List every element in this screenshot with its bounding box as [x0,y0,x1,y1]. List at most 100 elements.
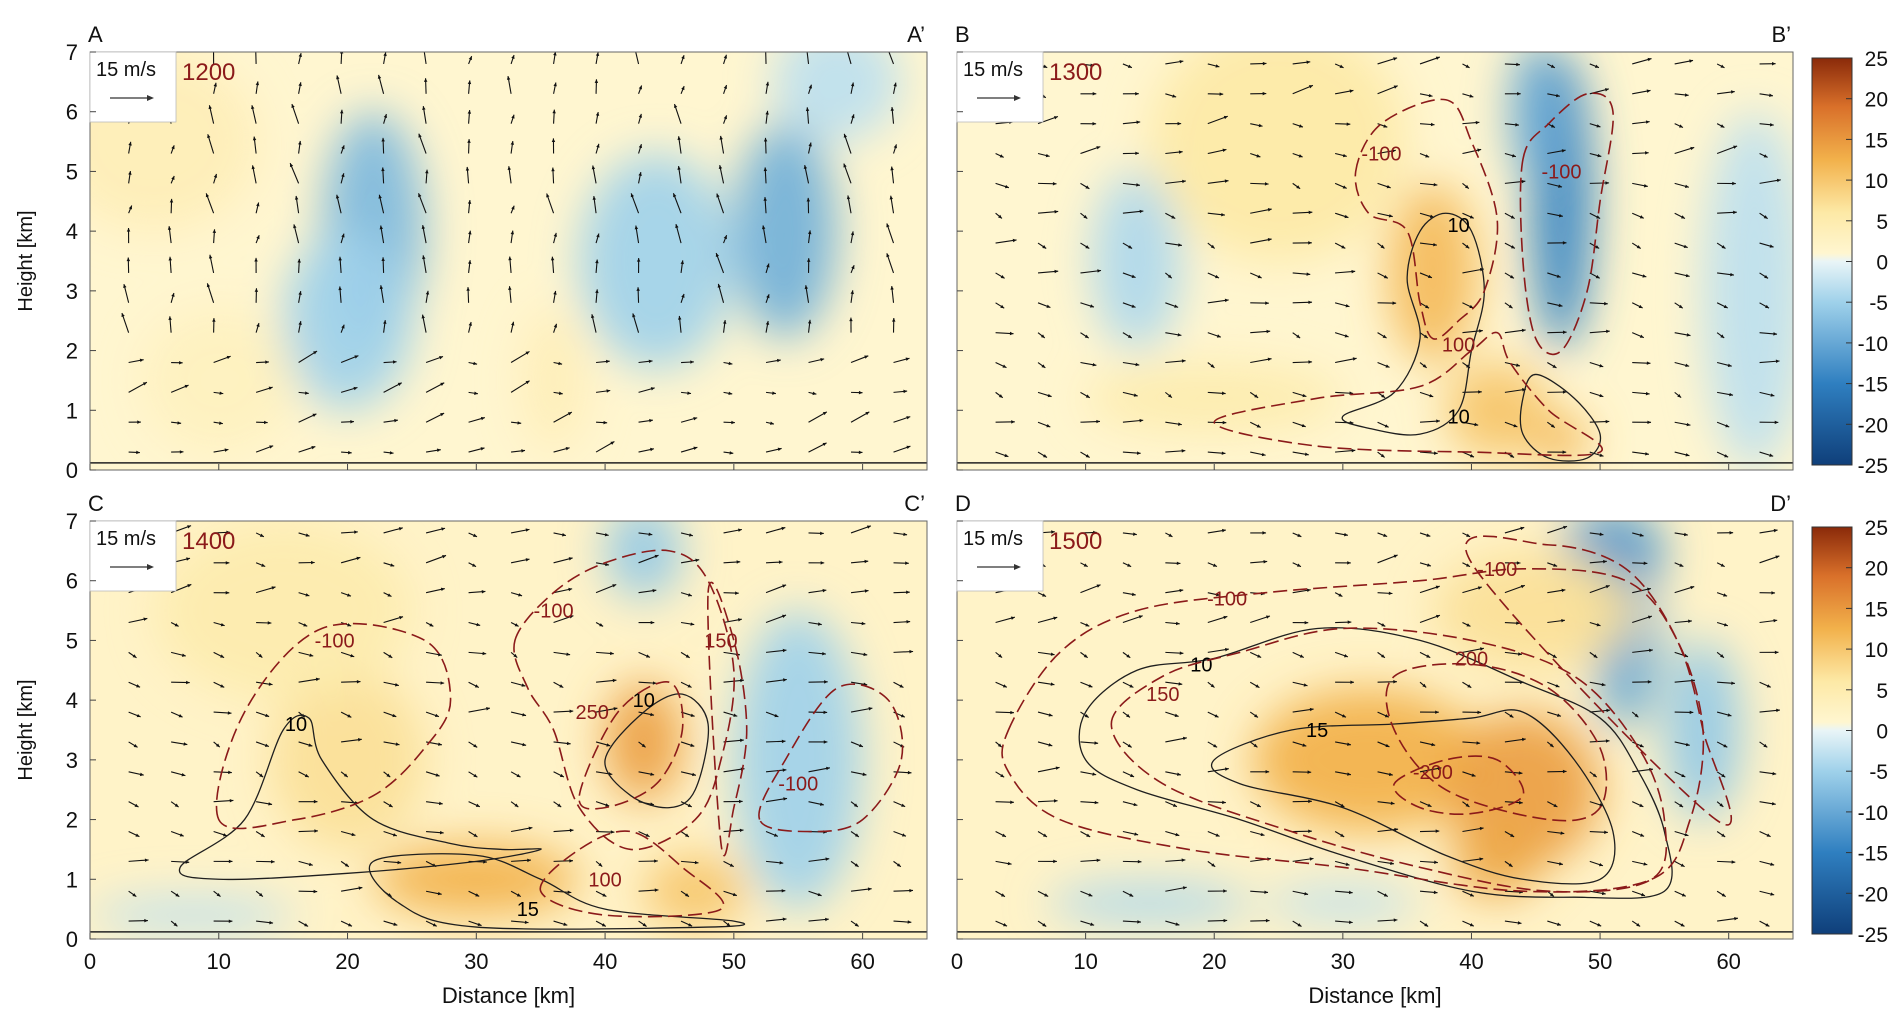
wind-arrow-head [763,197,767,201]
wind-arrow-head [167,226,172,230]
wind-arrow-head [569,828,574,833]
time-label: 1300 [1049,59,1102,86]
wind-arrow-head [474,391,478,395]
x-tick-label: 0 [951,949,963,974]
wind-arrow-head [716,193,720,198]
anomaly-5 [1535,416,1588,465]
wind-arrow-head [1435,585,1440,589]
x-tick-label: 40 [1459,949,1483,974]
wind-arrow-head [511,321,515,326]
wind-arrow-head [1770,892,1775,896]
wind-arrow-head [1477,586,1482,590]
wind-arrow-head [1000,893,1005,897]
anomaly-6 [141,308,297,453]
wind-arrow-head [1563,525,1568,530]
contour-label: -100 [1477,559,1517,581]
wind-arrow-head [1053,616,1058,620]
wind-arrow [1335,357,1357,364]
wind-arrow-head [525,558,530,562]
wind-arrow-head [227,711,232,715]
wind-arrow-head [228,919,233,923]
wind-arrow-head [1562,241,1567,245]
wind-arrow-head [1223,115,1228,120]
wind-arrow-head [905,357,910,361]
wind-arrow-head [1307,770,1312,774]
contour-dashed-5 [578,681,684,810]
wind-arrow-head [1720,563,1725,567]
wind-arrow-head [650,620,655,625]
wind-arrow-head [1721,245,1726,249]
plot-frame [956,520,1794,940]
wind-arrow-head [854,863,859,867]
wind-arrow-head [1340,803,1345,808]
wind-arrow-head [1266,329,1271,334]
wind-arrow-head [602,893,607,897]
wind-arrow-head [1177,333,1182,337]
wind-arrow-head [1522,388,1526,392]
wind-arrow-head [1634,713,1639,718]
wind-arrow-head [135,833,140,837]
vector-scale-arrowhead [1014,95,1021,101]
wind-arrow-head [174,623,179,627]
y-tick-label: 0 [66,458,78,483]
panel-label-right: B’ [1771,22,1791,47]
panel-label-right: C’ [904,491,925,516]
wind-arrow-head [422,255,426,260]
wind-arrow-head [305,593,310,597]
wind-arrow-head [1003,923,1008,927]
contours: 10 15 150 -100 200 -200 -100 [1001,535,1733,899]
wind-arrow-head [259,533,264,537]
wind-arrow-head [1384,424,1389,428]
wind-arrow [595,707,618,713]
x-tick-label: 60 [1716,949,1740,974]
wind-arrow-head [381,167,385,172]
wind-arrow-head [507,166,511,171]
wind-arrow-head [1596,124,1601,128]
wind-arrow-head [779,861,784,865]
wind-arrow-head [782,584,787,588]
wind-arrow-head [1469,94,1474,98]
wind-arrow-head [1296,185,1301,189]
time-label: 1400 [182,528,235,555]
wind-arrow-head [817,892,822,897]
wind-arrow-head [1050,682,1055,686]
wind-arrow-head [144,858,149,862]
wind-arrow-head [1306,60,1311,64]
wind-arrow-head [731,420,735,425]
wind-arrow-head [1647,420,1652,425]
wind-arrow-head [143,617,148,621]
contour-label: 200 [1455,648,1488,670]
wind-arrow-head [126,257,131,262]
wind-arrow-head [1435,710,1439,714]
wind-arrow-head [268,682,273,686]
wind-arrow-head [715,253,720,258]
wind-arrow-head [1679,803,1684,808]
wind-arrow-head [389,451,394,455]
wind-arrow-head [735,591,739,595]
wind-arrow-head [394,418,398,423]
wind-arrow-head [477,922,482,927]
wind-arrow-head [890,107,895,111]
wind-arrow-head [1385,743,1390,748]
wind-arrow-head [891,318,896,322]
wind-arrow-head [442,555,447,559]
contour-label: -200 [1413,762,1453,784]
wind-arrow-head [728,361,733,366]
wind-arrow-head [1597,153,1602,158]
wind-arrow-head [1384,714,1389,718]
wind-arrow-head [270,859,275,864]
wind-arrow-head [1730,90,1735,94]
wind-arrow-head [179,833,184,837]
wind-arrow-head [763,137,768,142]
wind-arrow-head [219,421,223,425]
wind-arrow-head [1050,652,1055,656]
wind-arrow-head [1223,889,1227,893]
wind-arrow-head [1265,301,1269,305]
wind-arrow-head [1301,423,1306,428]
wind-arrow [847,52,852,65]
wind-arrow-head [1550,124,1555,128]
wind-arrow-head [421,314,425,319]
wind-arrow-head [472,563,477,567]
wind-arrow-head [439,356,444,360]
wind-arrow-head [226,530,231,535]
